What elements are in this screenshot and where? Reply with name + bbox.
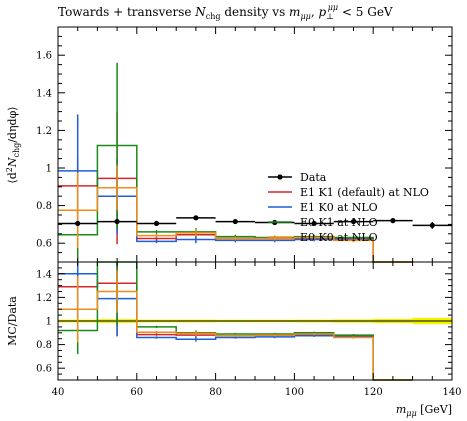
legend: Data E1 K1 (default) at NLO E1 K0 at NLO E0… xyxy=(268,171,429,244)
x-tick-label: 120 xyxy=(364,387,383,398)
main-series-layer xyxy=(58,62,452,263)
legend-label: E1 K0 at NLO xyxy=(300,201,378,214)
x-axis: 40 60 80 100 120 140 xyxy=(52,262,462,398)
legend-marker xyxy=(277,174,283,180)
ratio-histogram-E1 K0 at NLO xyxy=(58,273,413,381)
ratio-series-layer xyxy=(58,261,452,381)
mc-histogram-E0 K0 at NLO xyxy=(58,186,413,263)
data-point xyxy=(390,218,396,224)
ratio-panel: 0.6 0.8 1 1.2 1.4 40 60 80 100 120 140 xyxy=(36,261,462,398)
y-tick-label: 0.8 xyxy=(36,201,52,212)
y-tick-label: 1.4 xyxy=(36,88,52,99)
ratio-y-tick-label: 1.4 xyxy=(36,269,52,280)
ratio-y-axis-label: MC/Data xyxy=(6,296,19,346)
main-panel: 0.6 0.8 1 1.2 1.4 1.6 xyxy=(36,26,453,263)
data-point xyxy=(114,218,120,225)
legend-label: E0 K1 at NLO xyxy=(300,216,378,229)
main-y-axis: 0.6 0.8 1 1.2 1.4 1.6 xyxy=(36,26,452,254)
data-point xyxy=(193,215,199,221)
ratio-histogram-E1 K1 (default) at NLO xyxy=(58,282,413,381)
data-point xyxy=(429,222,435,228)
y-tick-label: 1.2 xyxy=(36,126,52,137)
legend-label: E0 K0 at NLO xyxy=(300,231,378,244)
ratio-y-tick-label: 0.8 xyxy=(36,340,52,351)
data-point xyxy=(350,218,357,225)
x-tick-label: 60 xyxy=(130,387,143,398)
x-tick-label: 140 xyxy=(442,387,461,398)
data-point xyxy=(153,220,160,227)
y-tick-label: 0.6 xyxy=(36,239,52,250)
legend-label: Data xyxy=(300,171,327,184)
legend-label: E1 K1 (default) at NLO xyxy=(300,186,429,199)
y-tick-label: 1 xyxy=(46,164,52,175)
ratio-y-tick-label: 1 xyxy=(46,317,52,328)
ratio-y-axis: 0.6 0.8 1 1.2 1.4 xyxy=(36,261,452,381)
ratio-y-tick-label: 1.2 xyxy=(36,293,52,304)
data-point xyxy=(232,218,238,225)
data-point xyxy=(75,220,81,227)
main-x-ticks xyxy=(57,27,453,262)
x-axis-label: mμμ [GeV] xyxy=(396,403,452,418)
y-tick-label: 1.6 xyxy=(36,51,52,62)
y-axis-label: ⟨d2Nchg/dηdφ⟩ xyxy=(5,106,21,183)
ratio-y-tick-label: 0.6 xyxy=(36,364,52,375)
mc-histogram-E0 K1 at NLO xyxy=(58,144,413,263)
x-tick-label: 80 xyxy=(209,387,222,398)
chart-title: Towards + transverse Nchg density vs mμμ… xyxy=(58,3,393,21)
x-tick-label: 100 xyxy=(285,387,304,398)
x-tick-label: 40 xyxy=(52,387,65,398)
data-point xyxy=(311,220,317,227)
